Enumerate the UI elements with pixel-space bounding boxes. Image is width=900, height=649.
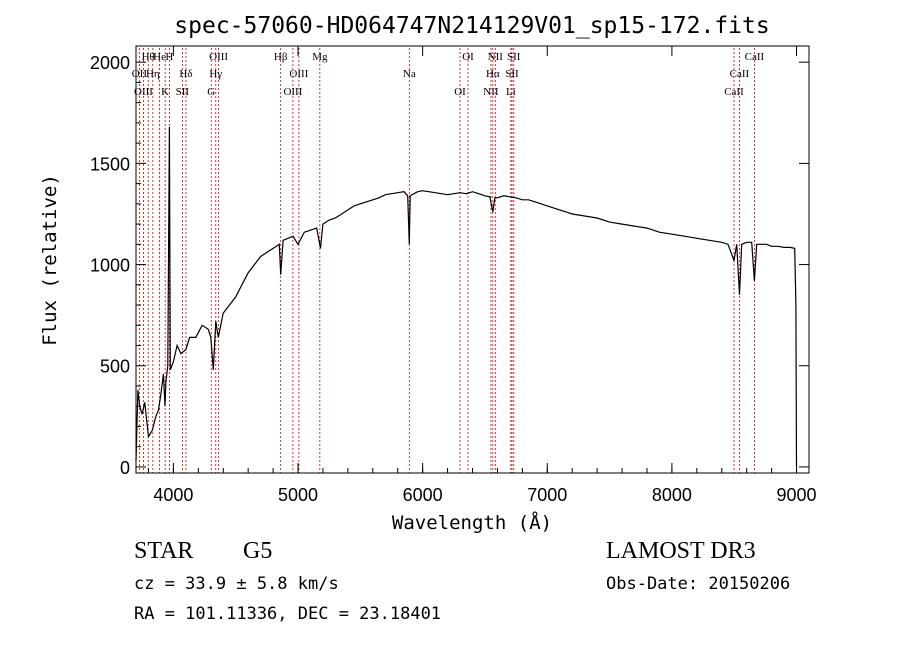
redshift-value: cz = 33.9 ± 5.8 km/s — [134, 574, 339, 594]
y-tick-label: 500 — [100, 357, 130, 377]
y-tick-label: 0 — [120, 458, 130, 478]
line-marker-label: OIII — [289, 68, 308, 80]
x-tick-label: 6000 — [403, 485, 443, 505]
line-marker-label: Li — [506, 86, 516, 98]
line-marker-label: OIII — [134, 86, 153, 98]
line-marker-label: SII — [505, 68, 519, 80]
line-marker-label: OIII — [209, 51, 228, 63]
line-marker-label: Hβ — [274, 51, 288, 63]
line-marker-label: SII — [176, 86, 190, 98]
x-axis: 4000 5000 6000 7000 8000 9000 — [147, 46, 817, 505]
line-marker-label: SII — [507, 51, 521, 63]
x-tick-label: 4000 — [153, 485, 193, 505]
sky-coordinates: RA = 101.11336, DEC = 23.18401 — [134, 604, 442, 624]
spectrum-line — [135, 126, 798, 467]
line-marker-label: He — [153, 51, 166, 63]
observation-date: Obs-Date: 20150206 — [606, 574, 791, 594]
object-subclass: G5 — [243, 538, 273, 564]
x-axis-label: Wavelength (Å) — [392, 511, 552, 534]
x-tick-label: 9000 — [777, 485, 817, 505]
line-marker-label: H — [165, 51, 173, 63]
line-marker-label: OI — [462, 51, 474, 63]
y-tick-label: 2000 — [90, 53, 130, 73]
line-marker-label: Hα — [486, 68, 500, 80]
line-marker-label: OI — [454, 86, 466, 98]
plot-frame — [135, 45, 810, 474]
x-tick-label: 5000 — [278, 485, 318, 505]
line-marker-label: CaII — [730, 68, 750, 80]
emission-line-markers — [138, 48, 755, 473]
line-marker-label: CaII — [724, 86, 744, 98]
object-class: STAR — [134, 538, 194, 564]
line-marker-label: Na — [403, 68, 416, 80]
y-axis-label: Flux (relative) — [39, 174, 61, 346]
line-marker-label: Hη — [146, 68, 160, 80]
y-tick-label: 1000 — [90, 256, 130, 276]
line-marker-label: NII — [483, 86, 499, 98]
line-marker-label: Hθ — [142, 51, 155, 63]
y-tick-label: 1500 — [90, 154, 130, 174]
line-marker-label: NII — [488, 51, 504, 63]
y-axis: 0 500 1000 1500 2000 — [90, 53, 809, 478]
line-marker-label: G — [207, 86, 215, 98]
line-marker-label: Hγ — [209, 68, 222, 80]
line-marker-label: Mg — [312, 51, 328, 63]
survey-name: LAMOST DR3 — [606, 538, 756, 564]
chart-title: spec-57060-HD064747N214129V01_sp15-172.f… — [174, 13, 769, 39]
line-marker-label: Hδ — [179, 68, 192, 80]
line-marker-label: CaII — [745, 51, 765, 63]
x-tick-label: 7000 — [527, 485, 567, 505]
emission-line-labels: HθOIIOIIIHeHηKHHδSIIOIIIHγGHβOIIIOIIIMgN… — [132, 51, 765, 98]
line-marker-label: OIII — [283, 86, 302, 98]
line-marker-label: K — [161, 86, 169, 98]
x-tick-label: 8000 — [652, 485, 692, 505]
